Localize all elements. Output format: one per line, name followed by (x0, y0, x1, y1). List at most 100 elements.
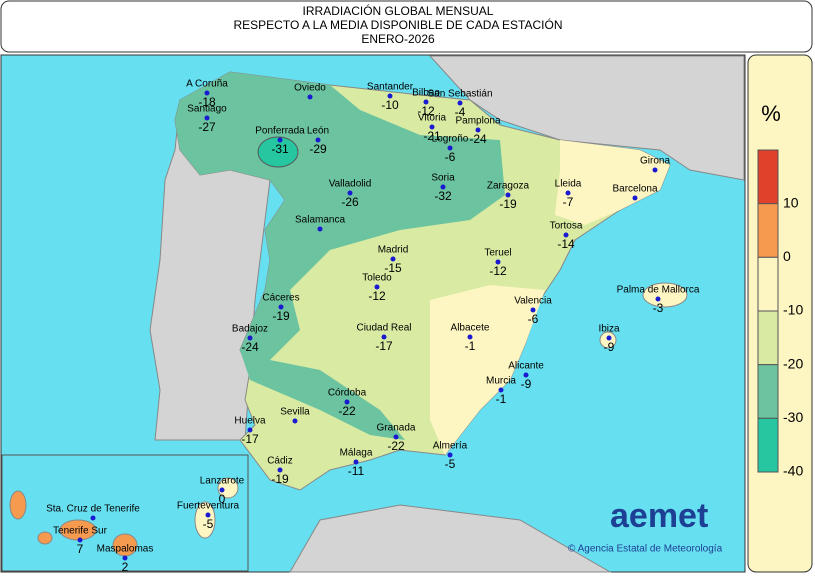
station-dot (447, 145, 453, 151)
station-name: Bilbao (412, 88, 440, 99)
station-value: -5 (445, 457, 456, 471)
station: San Sebastián -4 (427, 89, 492, 120)
station: Sevilla (280, 407, 310, 424)
station-dot (277, 137, 283, 143)
station-value: 2 (122, 560, 129, 574)
station-name: Fuerteventura (177, 501, 240, 512)
station-value: -3 (653, 301, 664, 315)
station-name: Girona (640, 156, 670, 167)
title-line: ENERO-2026 (361, 32, 435, 46)
canary-islands (9, 477, 239, 557)
station-value: -12 (417, 104, 435, 118)
station: Maspalomas 2 (97, 544, 154, 575)
station: Barcelona (612, 184, 658, 201)
legend-label: 0 (783, 248, 791, 264)
station-value: -11 (348, 464, 365, 478)
france (428, 55, 745, 181)
station: Madrid -15 (378, 245, 409, 276)
station-name: Ibiza (598, 324, 620, 335)
station-name: Badajoz (232, 324, 268, 335)
station: Ponferrada -31 (255, 126, 305, 157)
station-dot (374, 284, 380, 290)
station-value: -17 (375, 339, 393, 353)
station-dot (219, 487, 225, 493)
island (9, 490, 27, 520)
station-dot (277, 467, 283, 473)
station: Córdoba -22 (328, 388, 367, 419)
zone-cream (555, 140, 670, 225)
station-dot (467, 334, 473, 340)
title-line: RESPECTO A LA MEDIA DISPONIBLE DE CADA E… (234, 17, 563, 32)
station-name: Valladolid (329, 179, 372, 190)
portugal (149, 98, 271, 441)
station-name: Pamplona (455, 116, 500, 127)
station-name: Barcelona (612, 184, 657, 195)
station: Bilbao -12 (412, 88, 440, 119)
station-name: Alicante (508, 361, 544, 372)
station-name: Santiago (187, 104, 227, 115)
station-dot (447, 452, 453, 458)
station-value: -15 (384, 261, 402, 275)
station-value: -22 (387, 439, 405, 453)
station-value: -24 (469, 132, 487, 146)
station-name: Huelva (234, 416, 266, 427)
station-name: Salamanca (295, 215, 345, 226)
station-value: -6 (445, 150, 456, 164)
station-dot (652, 167, 658, 173)
station-value: -4 (455, 105, 466, 119)
station-dot (429, 124, 435, 130)
station-name: León (307, 126, 329, 137)
station: Cáceres -19 (262, 293, 299, 324)
title-box (0, 0, 813, 53)
station-name: Madrid (378, 245, 409, 256)
station-value: 7 (77, 542, 84, 556)
station-dot (390, 256, 396, 262)
station: Toledo -12 (362, 273, 392, 304)
station: Cádiz -19 (267, 456, 293, 487)
station-dot (315, 137, 321, 143)
station-dot (393, 434, 399, 440)
station-value: -5 (203, 517, 214, 531)
station-value: -21 (423, 129, 441, 143)
logo-name: aemet (610, 497, 708, 535)
station-name: Valencia (514, 296, 552, 307)
station-dot (307, 94, 313, 100)
station-dot (530, 307, 536, 313)
station-dot (423, 99, 429, 105)
station-value: -1 (465, 339, 476, 353)
station: Albacete -1 (451, 323, 490, 354)
station: Girona (640, 156, 670, 173)
station-dot (205, 512, 211, 518)
station-name: Málaga (340, 448, 373, 459)
station-name: Córdoba (328, 388, 367, 399)
station-dot (278, 304, 284, 310)
legend-swatch (757, 203, 779, 258)
station-name: Sevilla (280, 407, 310, 418)
station-dot (344, 399, 350, 405)
legend-swatch (757, 149, 779, 205)
station-name: Murcia (486, 376, 516, 387)
station-dot (204, 115, 210, 121)
station-name: Cádiz (267, 456, 293, 467)
station: Alicante -9 (508, 361, 544, 392)
station: Zaragoza -19 (487, 181, 530, 212)
station: Ibiza -9 (598, 324, 620, 355)
zone-cream (430, 285, 545, 455)
station-name: Granada (377, 423, 416, 434)
station-value: -10 (381, 98, 399, 112)
station-dot (457, 100, 463, 106)
station: Tenerife Sur 7 (53, 526, 108, 557)
station-dot (632, 195, 638, 201)
station: Murcia -1 (486, 376, 516, 407)
station-dot (347, 190, 353, 196)
station: León -29 (307, 126, 329, 157)
station-value: -27 (198, 120, 216, 134)
station-dot (317, 226, 323, 232)
station: Santiago -27 (187, 104, 227, 135)
station: Oviedo (294, 83, 326, 100)
africa (289, 504, 612, 573)
station-dot (387, 93, 393, 99)
station-dot (292, 418, 298, 424)
station-value: -17 (241, 432, 259, 446)
